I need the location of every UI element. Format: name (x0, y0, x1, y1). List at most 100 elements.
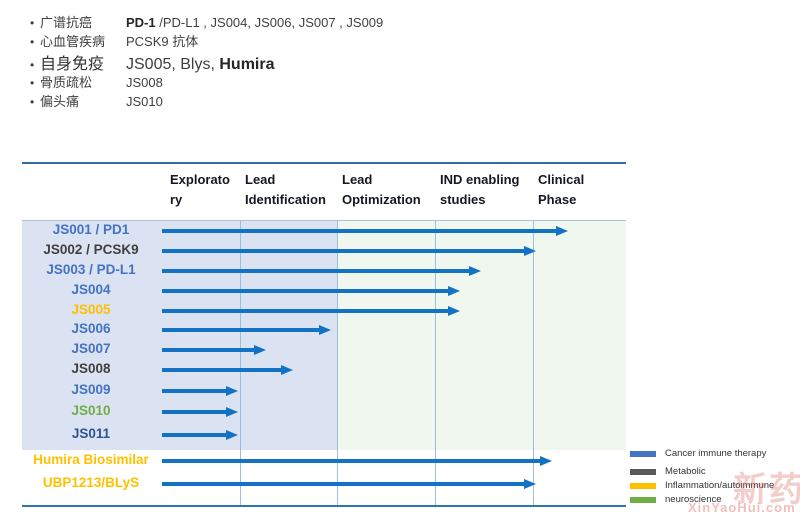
phase-label-line: Lead (245, 172, 276, 187)
progress-arrow (162, 266, 481, 276)
progress-arrow (162, 226, 568, 236)
legend-swatch (630, 482, 656, 489)
summary-value-strong: PD-1 (126, 15, 156, 30)
summary-values: JS005, Blys, Humira (126, 56, 275, 74)
arrow-head-icon (254, 345, 266, 355)
arrow-head-icon (448, 286, 460, 296)
row-label: JS010 (71, 403, 111, 418)
phase-gridline (240, 220, 241, 505)
late-stage-background (337, 220, 626, 450)
progress-arrow (162, 325, 331, 335)
row-label: JS002 / PCSK9 (43, 242, 139, 257)
phase-gridline (533, 220, 534, 505)
arrow-head-icon (319, 325, 331, 335)
progress-arrow (162, 345, 266, 355)
arrow-line (162, 348, 255, 352)
arrow-head-icon (281, 365, 293, 375)
summary-item-osteoporosis: • 骨质疏松 JS008 (30, 72, 450, 91)
summary-value-rest: JS008 (126, 75, 163, 90)
row-label: JS004 (71, 282, 111, 297)
summary-category: 广谱抗癌 (40, 15, 93, 30)
summary-item-oncology: • 广谱抗癌 PD-1 /PD-L1 , JS004, JS006, JS007… (30, 12, 450, 31)
summary-value-rest: PCSK9 抗体 (126, 34, 199, 49)
arrow-line (162, 309, 449, 313)
progress-arrow (162, 456, 552, 466)
chart-bottom-border (22, 505, 626, 507)
row-label: JS009 (71, 382, 111, 397)
legend: Cancer immune therapy Metabolic Inflammati… (630, 448, 798, 514)
legend-label: Cancer immune therapy (665, 448, 767, 459)
summary-value-rest: /PD-L1 , JS004, JS006, JS007 , JS009 (155, 15, 384, 30)
summary-item-migraine: • 偏头痛 JS010 (30, 91, 450, 110)
legend-item: Cancer immune therapy (630, 448, 766, 459)
arrow-line (162, 249, 525, 253)
progress-arrow (162, 286, 460, 296)
summary-values: PD-1 /PD-L1 , JS004, JS006, JS007 , JS00… (126, 15, 383, 30)
phase-gridline (435, 220, 436, 505)
arrow-line (162, 368, 282, 372)
bullet-icon: • (30, 16, 35, 30)
row-label: JS006 (71, 321, 111, 336)
phase-column-header: Clinical Phase (538, 170, 584, 210)
bullet-icon: • (30, 76, 35, 90)
row-label: JS011 (71, 426, 111, 441)
arrow-head-icon (226, 430, 238, 440)
legend-label: Inflammation/autoimmune (665, 480, 775, 491)
phase-column-header: Lead Optimization (342, 170, 421, 210)
summary-value-rest: JS005, Blys, (126, 56, 220, 73)
legend-item: Inflammation/autoimmune (630, 480, 774, 491)
arrow-line (162, 433, 227, 437)
progress-arrow (162, 479, 536, 489)
arrow-head-icon (469, 266, 481, 276)
summary-list: • 广谱抗癌 PD-1 /PD-L1 , JS004, JS006, JS007… (30, 12, 450, 110)
legend-swatch (630, 450, 656, 457)
summary-item-cardiovascular: • 心血管疾病 PCSK9 抗体 (30, 31, 450, 50)
phase-column-header: Lead Identification (245, 170, 326, 210)
summary-category: 心血管疾病 (40, 34, 106, 49)
phase-label-line: Explorato (170, 172, 230, 187)
arrow-head-icon (556, 226, 568, 236)
progress-arrow (162, 306, 460, 316)
progress-arrow (162, 246, 536, 256)
summary-category: 骨质疏松 (40, 75, 93, 90)
progress-arrow (162, 430, 238, 440)
arrow-head-icon (524, 479, 536, 489)
phase-label-line: Lead (342, 172, 373, 187)
arrow-head-icon (226, 386, 238, 396)
row-label: UBP1213/BLyS (42, 475, 140, 490)
phase-label-line: Clinical (538, 172, 585, 187)
arrow-line (162, 459, 541, 463)
arrow-head-icon (540, 456, 552, 466)
phase-label-line: studies (440, 192, 486, 207)
chart-top-border (22, 162, 626, 164)
arrow-head-icon (226, 407, 238, 417)
arrow-line (162, 328, 320, 332)
row-label: JS007 (71, 341, 111, 356)
summary-values: JS008 (126, 75, 163, 90)
summary-value-strong: Humira (219, 56, 275, 73)
arrow-line (162, 229, 557, 233)
phase-column-header: Explorato ry (170, 170, 230, 210)
arrow-head-icon (524, 246, 536, 256)
phase-label-line: Optimization (342, 192, 421, 207)
arrow-line (162, 410, 227, 414)
arrow-line (162, 289, 449, 293)
row-label: JS003 / PD-L1 (46, 262, 136, 277)
arrow-line (162, 389, 227, 393)
phase-label-line: Identification (245, 192, 326, 207)
phase-label-line: IND enabling (440, 172, 520, 187)
summary-item-autoimmune: • 自身免疫 JS005, Blys, Humira (30, 50, 450, 74)
progress-arrow (162, 386, 238, 396)
row-label: JS005 (71, 302, 111, 317)
legend-swatch (630, 468, 656, 475)
legend-item: neuroscience (630, 494, 722, 505)
progress-arrow (162, 407, 238, 417)
legend-swatch (630, 496, 656, 503)
bullet-icon: • (30, 35, 35, 49)
row-label: Humira Biosimilar (33, 452, 149, 467)
phase-column-header: IND enabling studies (440, 170, 519, 210)
arrow-head-icon (448, 306, 460, 316)
watermark-en: XinYaoHui.com (688, 500, 796, 515)
summary-values: PCSK9 抗体 (126, 31, 198, 50)
